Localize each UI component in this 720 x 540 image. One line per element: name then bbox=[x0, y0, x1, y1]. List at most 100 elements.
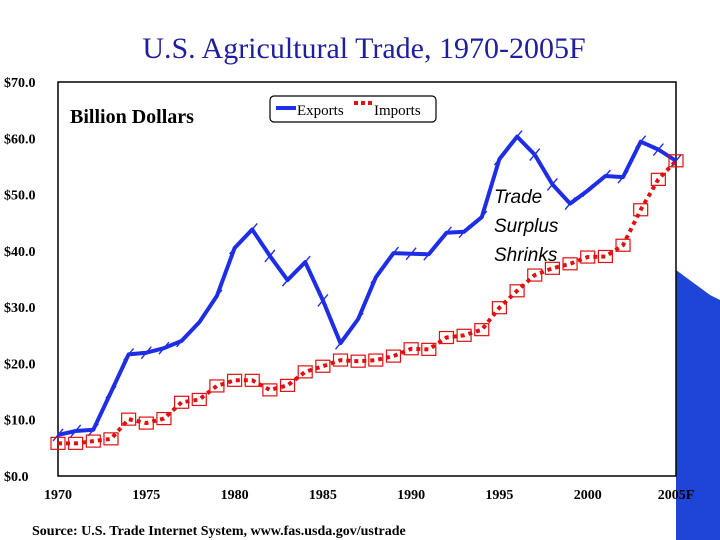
data-point-imports bbox=[438, 330, 455, 345]
data-point-imports bbox=[209, 379, 225, 393]
annotation-line: Trade bbox=[494, 187, 542, 208]
data-point-imports bbox=[597, 249, 613, 264]
y-tick-label: $50.0 bbox=[4, 189, 36, 204]
legend-label-imports: Imports bbox=[374, 103, 421, 119]
y-tick-label: $10.0 bbox=[4, 414, 36, 429]
y-tick-label: $20.0 bbox=[4, 357, 36, 372]
x-tick-label: 1975 bbox=[132, 488, 160, 503]
data-point-exports bbox=[176, 334, 188, 348]
y-tick-label: $30.0 bbox=[4, 301, 36, 316]
data-point-imports bbox=[68, 436, 84, 450]
data-point-imports bbox=[121, 412, 137, 426]
data-point-exports bbox=[193, 315, 205, 329]
annotation-line: Surplus bbox=[494, 216, 559, 237]
data-point-imports bbox=[633, 203, 649, 217]
data-point-exports bbox=[423, 247, 435, 261]
data-point-exports bbox=[352, 312, 364, 326]
data-point-imports bbox=[156, 411, 172, 426]
y-tick-label: $40.0 bbox=[4, 245, 36, 260]
data-point-imports bbox=[615, 238, 631, 252]
data-point-exports bbox=[211, 289, 223, 303]
x-tick-label: 1970 bbox=[44, 488, 72, 503]
legend-label-exports: Exports bbox=[297, 103, 344, 119]
data-point-exports bbox=[493, 152, 505, 166]
data-point-exports bbox=[458, 225, 470, 239]
data-point-imports bbox=[103, 432, 119, 446]
legend: Exports Imports bbox=[269, 95, 437, 123]
data-point-imports bbox=[385, 349, 402, 363]
data-point-imports bbox=[297, 365, 313, 379]
data-point-exports bbox=[387, 246, 400, 260]
data-point-exports bbox=[511, 130, 523, 144]
data-point-imports bbox=[332, 353, 349, 367]
data-point-exports bbox=[158, 341, 170, 355]
data-point-exports bbox=[299, 255, 311, 269]
y-tick-label: $60.0 bbox=[4, 132, 36, 147]
x-tick-label: 1990 bbox=[397, 488, 425, 503]
data-point-exports bbox=[440, 226, 452, 240]
data-point-exports bbox=[529, 148, 541, 162]
data-point-exports bbox=[405, 247, 417, 261]
data-point-exports bbox=[87, 423, 99, 437]
data-point-imports bbox=[174, 395, 190, 409]
data-point-imports bbox=[350, 354, 366, 368]
data-point-exports bbox=[105, 385, 117, 399]
data-point-imports bbox=[509, 284, 525, 298]
series-layer bbox=[50, 130, 684, 450]
data-point-exports bbox=[546, 177, 558, 191]
data-point-imports bbox=[650, 172, 666, 186]
data-point-exports bbox=[123, 347, 135, 361]
data-point-imports bbox=[226, 373, 243, 387]
data-point-imports bbox=[315, 359, 331, 373]
x-tick-label: 1995 bbox=[485, 488, 513, 503]
data-point-exports bbox=[564, 197, 576, 211]
data-point-imports bbox=[403, 342, 419, 356]
y-axis: $0.0 $10.0 $20.0 $30.0 $40.0 $50.0 $60.0 $70.0 bbox=[4, 76, 36, 485]
data-point-imports bbox=[562, 257, 578, 271]
data-point-exports bbox=[229, 241, 241, 255]
data-point-exports bbox=[264, 249, 276, 263]
data-point-imports bbox=[527, 268, 543, 282]
x-tick-label: 1980 bbox=[221, 488, 249, 503]
data-point-exports bbox=[52, 428, 64, 442]
data-point-imports bbox=[244, 373, 260, 387]
y-tick-label: $70.0 bbox=[4, 76, 36, 91]
annotation-line: Shrinks bbox=[494, 245, 558, 266]
plot-border bbox=[57, 81, 677, 477]
x-axis: 1970 1975 1980 1985 1990 1995 2000 2005F bbox=[44, 488, 694, 503]
data-point-imports bbox=[668, 154, 684, 168]
data-point-exports bbox=[370, 270, 382, 284]
legend-box bbox=[269, 95, 437, 123]
data-point-exports bbox=[652, 143, 664, 156]
data-point-imports bbox=[456, 328, 472, 342]
units-label: Billion Dollars bbox=[70, 106, 194, 128]
data-point-exports bbox=[617, 170, 629, 184]
x-tick-label: 2000 bbox=[574, 488, 602, 503]
data-point-imports bbox=[544, 261, 561, 275]
data-point-imports bbox=[262, 383, 278, 397]
data-point-exports bbox=[582, 184, 594, 198]
x-tick-label: 1985 bbox=[309, 488, 337, 503]
data-point-exports bbox=[140, 346, 152, 360]
chart-title: U.S. Agricultural Trade, 1970-2005F bbox=[142, 32, 585, 65]
data-point-imports bbox=[85, 434, 101, 448]
series-line-imports bbox=[58, 159, 678, 446]
series-line-exports bbox=[57, 134, 678, 437]
data-point-imports bbox=[138, 416, 154, 430]
data-point-exports bbox=[317, 293, 329, 307]
source-note: Source: U.S. Trade Internet System, www.… bbox=[32, 524, 406, 539]
data-point-exports bbox=[70, 424, 82, 438]
plot-area bbox=[57, 81, 720, 540]
x-tick-label: 2005F bbox=[658, 488, 695, 503]
data-point-imports bbox=[491, 301, 508, 315]
data-point-imports bbox=[50, 436, 66, 450]
data-point-imports bbox=[421, 342, 437, 356]
y-tick-label: $0.0 bbox=[4, 470, 29, 485]
data-point-imports bbox=[368, 353, 384, 367]
data-point-imports bbox=[580, 250, 596, 264]
data-point-exports bbox=[282, 273, 294, 287]
data-point-exports bbox=[635, 135, 647, 149]
trade-surplus-annotation: Trade Surplus Shrinks bbox=[494, 187, 559, 266]
data-point-imports bbox=[474, 323, 490, 337]
